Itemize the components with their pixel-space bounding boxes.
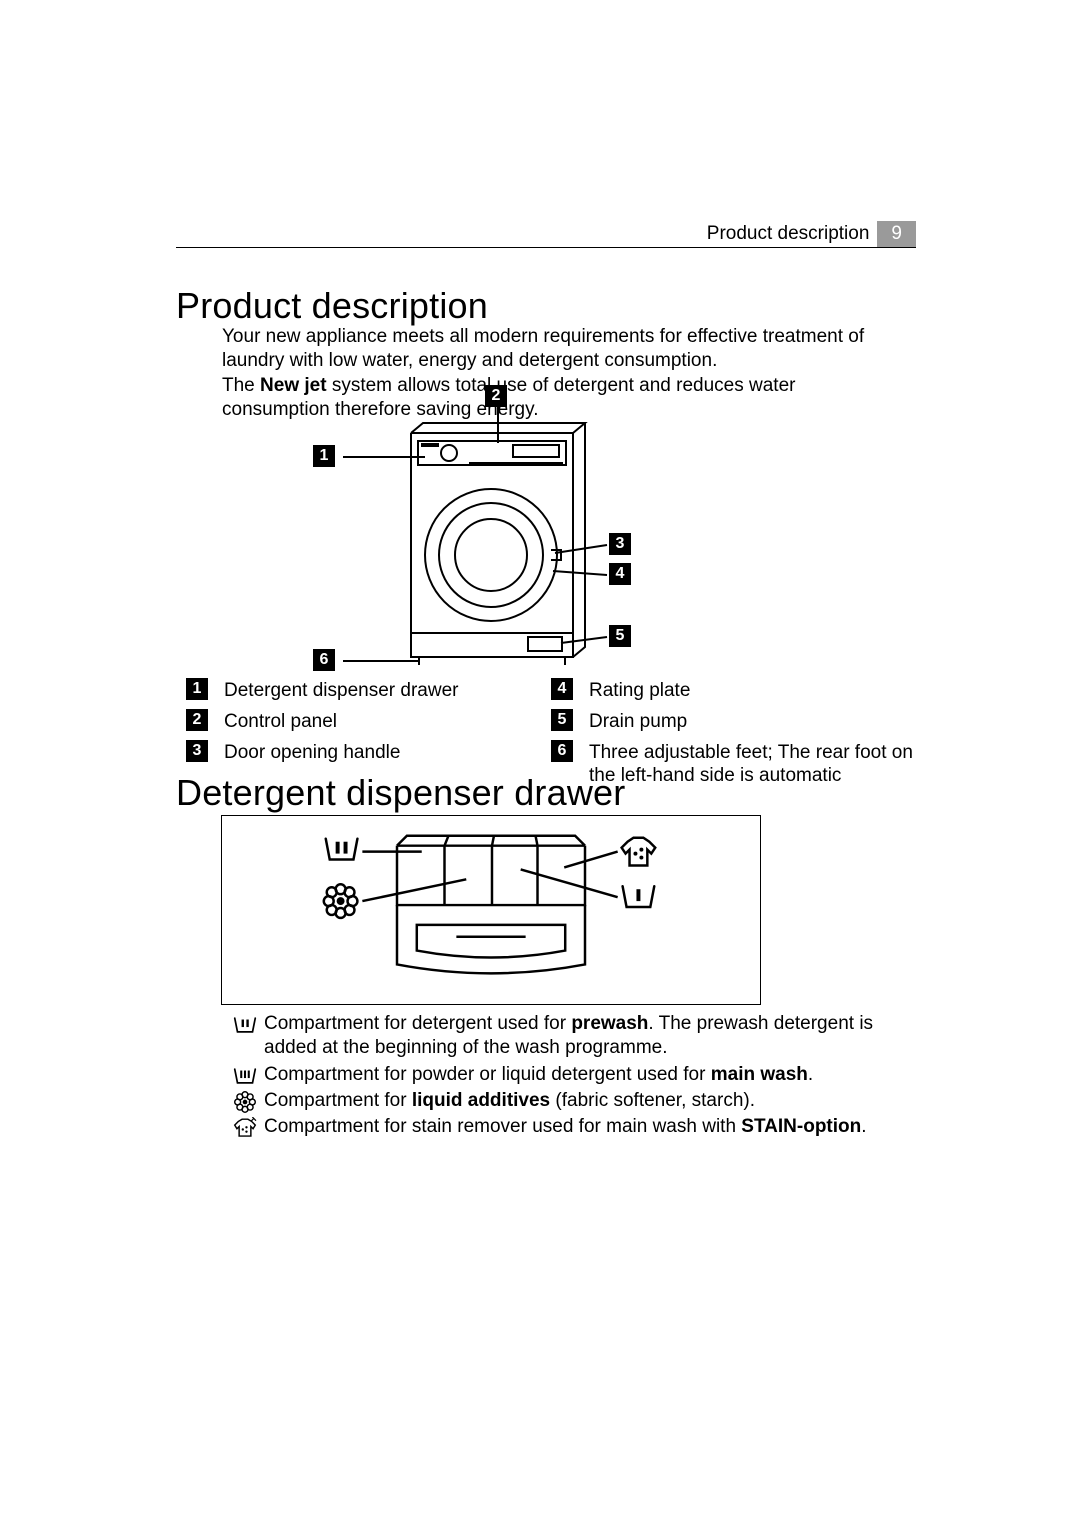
compartment-prewash-text: Compartment for detergent used for prewa… [264,1012,896,1061]
compartment-stain: Compartment for stain remover used for m… [226,1115,896,1139]
callout-1: 1 [313,445,335,467]
c4b: STAIN-option [741,1116,861,1137]
legend-text-4: Rating plate [589,678,690,703]
washing-machine-diagram: 1 2 3 4 5 6 [313,405,683,675]
drawer-diagram-frame [221,815,761,1005]
c3b: liquid additives [412,1090,550,1111]
legend-text-2: Control panel [224,709,337,734]
prewash-basin-icon [226,1012,264,1036]
c2a: Compartment for powder or liquid deterge… [264,1064,711,1085]
legend-num-5: 5 [551,709,573,731]
c3a: Compartment for [264,1090,412,1111]
legend-num-4: 4 [551,678,573,700]
intro-line-1: Your new appliance meets all modern requ… [222,325,902,374]
running-header: Product description 9 [707,221,916,247]
c2b: main wash [711,1064,808,1085]
legend-num-2: 2 [186,709,208,731]
page-number: 9 [891,223,902,244]
legend-item-2: 2 Control panel [186,709,551,734]
callout-5: 5 [609,625,631,647]
compartment-stain-text: Compartment for stain remover used for m… [264,1115,896,1139]
stain-shirt-icon [226,1115,264,1139]
section-title-product-description: Product description [176,285,488,327]
compartment-prewash: Compartment for detergent used for prewa… [226,1012,896,1061]
compartment-mainwash: Compartment for powder or liquid deterge… [226,1063,896,1087]
c3c: (fabric softener, starch). [550,1090,755,1111]
compartment-mainwash-text: Compartment for powder or liquid deterge… [264,1063,896,1087]
callout-2: 2 [485,385,507,407]
legend-item-4: 4 Rating plate [551,678,916,703]
callout-3: 3 [609,533,631,555]
legend-text-3: Door opening handle [224,740,400,765]
page-number-box: 9 [877,221,916,247]
mainwash-basin-icon [226,1063,264,1087]
page-root: Product description 9 Product descriptio… [0,0,1080,1527]
c1b: prewash [571,1013,648,1034]
legend-num-3: 3 [186,740,208,762]
header-rule [176,247,916,248]
section-title-drawer: Detergent dispenser drawer [176,772,625,814]
compartment-softener-text: Compartment for liquid additives (fabric… [264,1089,896,1113]
intro-2a: The [222,375,260,396]
legend-text-1: Detergent dispenser drawer [224,678,458,703]
flower-icon [226,1089,264,1113]
compartment-list: Compartment for detergent used for prewa… [226,1012,896,1142]
c1a: Compartment for detergent used for [264,1013,571,1034]
legend-num-6: 6 [551,740,573,762]
c2c: . [808,1064,813,1085]
legend-num-1: 1 [186,678,208,700]
compartment-softener: Compartment for liquid additives (fabric… [226,1089,896,1113]
running-header-title: Product description [707,223,870,245]
legend-item-5: 5 Drain pump [551,709,916,734]
legend-text-6: Three adjustable feet; The rear foot on … [589,740,916,789]
c4c: . [861,1116,866,1137]
callout-6: 6 [313,649,335,671]
c4a: Compartment for stain remover used for m… [264,1116,741,1137]
drawer-diagram-svg [222,816,760,1004]
intro-2-bold: New jet [260,375,327,396]
legend-item-1: 1 Detergent dispenser drawer [186,678,551,703]
legend-text-5: Drain pump [589,709,687,734]
callout-4: 4 [609,563,631,585]
